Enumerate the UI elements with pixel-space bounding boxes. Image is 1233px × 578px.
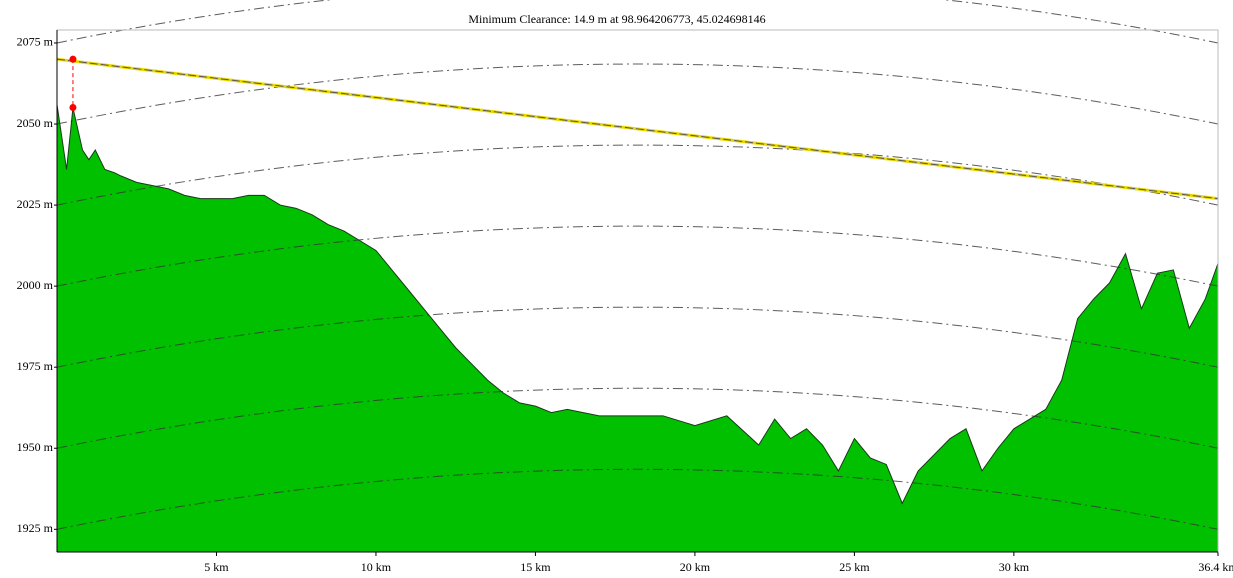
y-tick-label: 1975 m xyxy=(17,359,54,373)
curvature-grid-line xyxy=(56,63,1219,125)
y-tick-label: 2025 m xyxy=(17,197,54,211)
y-tick-label: 2050 m xyxy=(17,116,54,130)
chart-title: Minimum Clearance: 14.9 m at 98.96420677… xyxy=(468,12,765,26)
x-tick-label: 30 km xyxy=(999,560,1030,574)
y-tick-label: 2075 m xyxy=(17,35,54,49)
curvature-grid-line xyxy=(56,0,1219,44)
x-tick-label: 25 km xyxy=(839,560,870,574)
terrain-area xyxy=(56,104,1219,553)
curvature-grid-line xyxy=(56,387,1219,449)
x-tick-label: 20 km xyxy=(680,560,711,574)
x-tick-label: 15 km xyxy=(520,560,551,574)
y-tick-label: 1925 m xyxy=(17,521,54,535)
line-of-sight-dash xyxy=(56,58,1219,200)
x-tick-label: 36.4 km xyxy=(1198,560,1233,574)
curvature-grid-line xyxy=(56,468,1219,530)
curvature-grid-line xyxy=(56,225,1219,287)
curvature-grid-line xyxy=(56,306,1219,368)
y-tick-label: 1950 m xyxy=(17,440,54,454)
x-tick-label: 10 km xyxy=(361,560,392,574)
clearance-point xyxy=(69,55,77,63)
clearance-point xyxy=(69,103,77,111)
curvature-grid-line xyxy=(56,144,1219,206)
y-tick-label: 2000 m xyxy=(17,278,54,292)
x-tick-label: 5 km xyxy=(204,560,229,574)
